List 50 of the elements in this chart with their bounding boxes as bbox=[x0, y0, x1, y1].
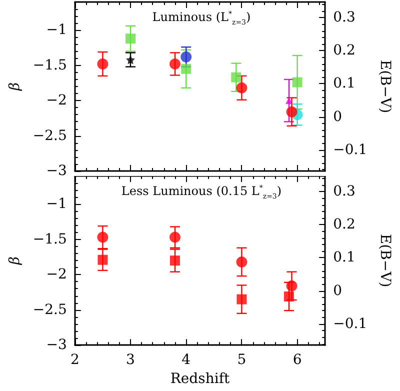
point bbox=[181, 64, 192, 74]
y2-tick-label: 0.2 bbox=[333, 216, 356, 233]
point bbox=[231, 72, 242, 82]
x-axis-title: Redshift bbox=[170, 371, 230, 387]
y-tick-label: −2 bbox=[46, 92, 67, 109]
annotation: Luminous (L$^{*}$$_{z=3}$) bbox=[152, 10, 251, 26]
y-tick-label: −3 bbox=[46, 337, 67, 354]
y-tick-label: −2.5 bbox=[32, 302, 67, 318]
annotation: Less Luminous (0.15 L$^{*}$$_{z=3}$) bbox=[121, 184, 282, 200]
y-axis-title: β bbox=[7, 256, 23, 266]
point bbox=[180, 51, 192, 62]
point bbox=[97, 232, 108, 243]
y-tick-label: −1.5 bbox=[32, 231, 67, 248]
y2-tick-label: 0 bbox=[333, 282, 342, 299]
point bbox=[285, 97, 292, 104]
point bbox=[98, 254, 108, 265]
point bbox=[125, 34, 136, 44]
point bbox=[284, 291, 294, 302]
y2-tick-label: −0.1 bbox=[333, 316, 368, 332]
point bbox=[236, 294, 247, 304]
point bbox=[292, 77, 302, 88]
y-axis-title: β bbox=[7, 82, 23, 92]
y2-axis-title: E(B−V) bbox=[377, 234, 393, 288]
point bbox=[97, 58, 108, 70]
x-tick-label: 3 bbox=[126, 352, 135, 368]
x-tick-label: 5 bbox=[237, 352, 246, 368]
y2-tick-label: 0.2 bbox=[333, 42, 356, 59]
point bbox=[169, 58, 180, 70]
point bbox=[169, 232, 180, 243]
x-tick-label: 6 bbox=[292, 352, 302, 368]
y-tick-label: −1 bbox=[46, 22, 67, 38]
point bbox=[286, 106, 298, 118]
y2-tick-label: 0.3 bbox=[333, 10, 356, 26]
point bbox=[170, 256, 180, 266]
y2-tick-label: 0.1 bbox=[333, 250, 356, 266]
point bbox=[236, 256, 248, 268]
y-tick-label: −2.5 bbox=[32, 128, 67, 144]
y2-tick-label: 0.1 bbox=[333, 76, 356, 92]
y2-tick-label: 0.3 bbox=[333, 184, 356, 200]
y2-axis-title: E(B−V) bbox=[377, 60, 393, 114]
y2-tick-label: −0.1 bbox=[333, 142, 368, 158]
x-tick-label: 2 bbox=[70, 352, 80, 368]
y-tick-label: −3 bbox=[46, 163, 67, 179]
y-tick-label: −1.5 bbox=[32, 57, 67, 74]
y-tick-label: −2 bbox=[46, 266, 67, 283]
y-tick-label: −1 bbox=[46, 196, 67, 212]
point bbox=[286, 280, 298, 292]
x-tick-label: 4 bbox=[182, 352, 191, 368]
point bbox=[236, 82, 248, 94]
y2-tick-label: 0 bbox=[333, 108, 342, 125]
